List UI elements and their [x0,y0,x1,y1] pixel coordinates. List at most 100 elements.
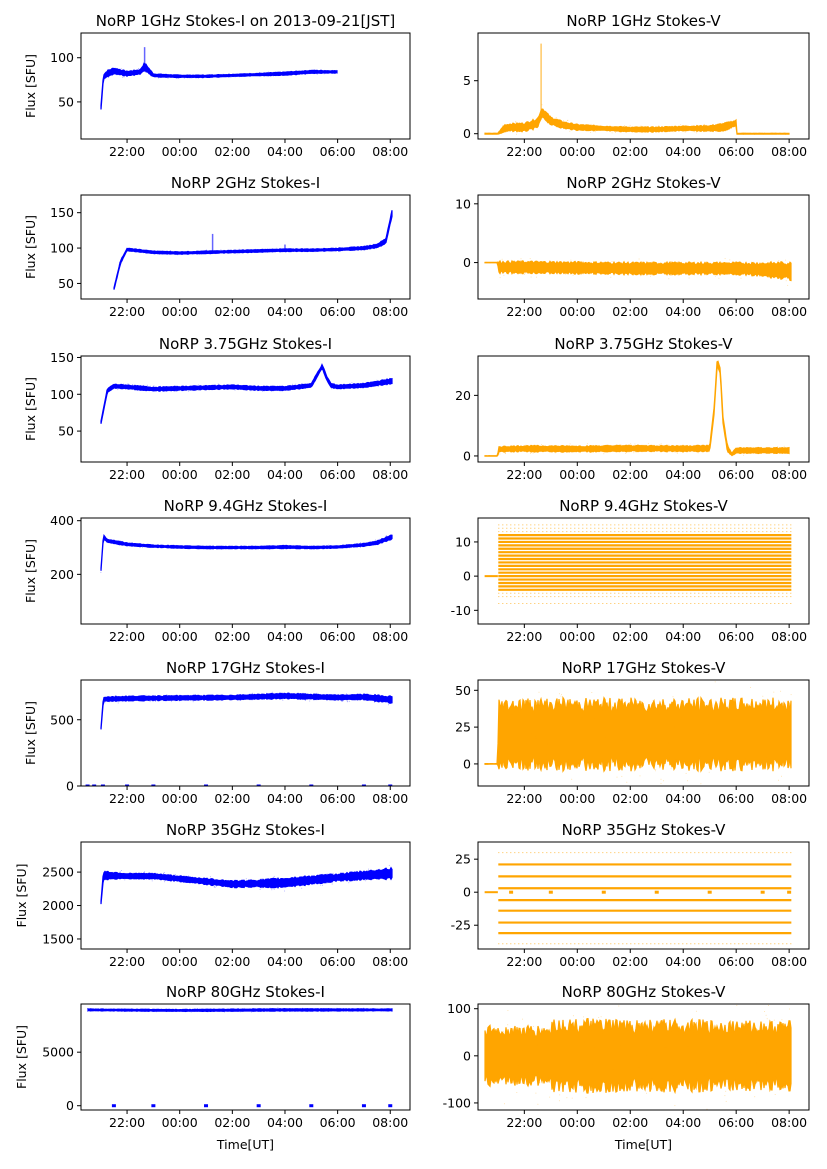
y-tick-label: 0 [463,1048,471,1063]
data-point [503,1031,505,1033]
data-band [484,1017,792,1095]
data-point [189,253,190,255]
data-point [535,737,537,739]
data-point [177,695,179,697]
data-point [307,693,309,695]
data-point [722,761,723,762]
data-point [160,74,162,76]
data-point [344,1009,346,1011]
data-point [197,384,199,386]
data-point [218,879,220,881]
data-point [385,535,387,537]
data-point [643,719,645,721]
data-point [654,770,656,772]
data-point [524,274,526,275]
data-point [540,261,541,262]
x-tick-label: 06:00 [718,629,754,644]
data-point [566,120,568,121]
data-point [559,1094,561,1096]
axes-frame [80,194,411,300]
data-point [742,134,744,135]
data-point [152,698,153,700]
data-point [251,387,252,389]
data-point [213,386,215,388]
data-point [312,545,314,547]
data-point [256,886,258,888]
data-point [647,126,649,127]
data-point [668,273,670,275]
data-point [120,263,122,265]
data-point [268,545,270,546]
data-point [295,695,297,697]
data-point [636,788,637,789]
axes-frame [477,679,810,787]
data-point [175,700,176,702]
data-point [334,1010,336,1012]
data-point [114,286,116,288]
data-point [284,890,286,892]
data-point [121,384,123,385]
x-tick-label: 04:00 [267,304,303,319]
data-point [316,73,318,75]
data-point [172,1010,174,1012]
data-point [180,700,182,701]
data-point [199,545,201,547]
data-point [501,266,503,268]
data-point [504,264,506,266]
data-point [364,386,366,388]
data-point [535,735,537,737]
axes-frame [477,355,810,463]
data-point [236,547,237,549]
data-point [345,547,347,549]
data-point [379,381,381,382]
zero-dot [100,784,105,786]
x-tick-label: 22:00 [506,144,542,159]
axes-frame [477,194,810,300]
data-point [615,132,616,133]
data-point [200,1010,202,1011]
data-point [385,869,387,871]
data-point [326,1008,328,1010]
data-point [514,1077,516,1079]
data-point [260,386,262,388]
data-point [262,390,264,392]
data-point [756,1062,757,1064]
y-tick-label: 25 [455,720,471,735]
data-point [319,71,321,73]
data-point [156,251,158,252]
x-tick-label: 00:00 [559,954,595,969]
data-point [207,74,208,76]
data-point [138,697,139,699]
data-point [138,68,139,69]
y-tick-label: -25 [451,918,471,933]
data-point [234,1009,235,1011]
subplot-13: 22:00 00:00 02:00 04:00 06:00 08:00 -100 0 100 No… [443,983,810,1152]
data-point [391,535,393,537]
data-point [617,448,619,450]
x-tick-label: 06:00 [320,629,356,644]
data-point [582,261,584,263]
data-point [658,444,660,446]
data-point [751,451,752,453]
data-point [273,877,274,879]
data-point [583,450,585,452]
x-tick-label: 00:00 [559,1115,595,1130]
data-point [259,74,261,76]
data-point [263,885,265,887]
x-tick-label: 06:00 [320,144,356,159]
data-point [537,1044,538,1046]
data-point [100,98,102,100]
data-point [147,384,148,386]
data-point [162,873,164,875]
data-point [680,124,682,126]
data-point [571,778,573,780]
data-point [778,134,780,135]
data-point [783,445,785,447]
data-point [511,713,513,715]
data-point [204,879,206,881]
data-point [625,751,627,753]
data-point [360,542,362,544]
data-point [141,876,143,877]
series-9 [484,681,792,789]
data-point [167,252,169,253]
